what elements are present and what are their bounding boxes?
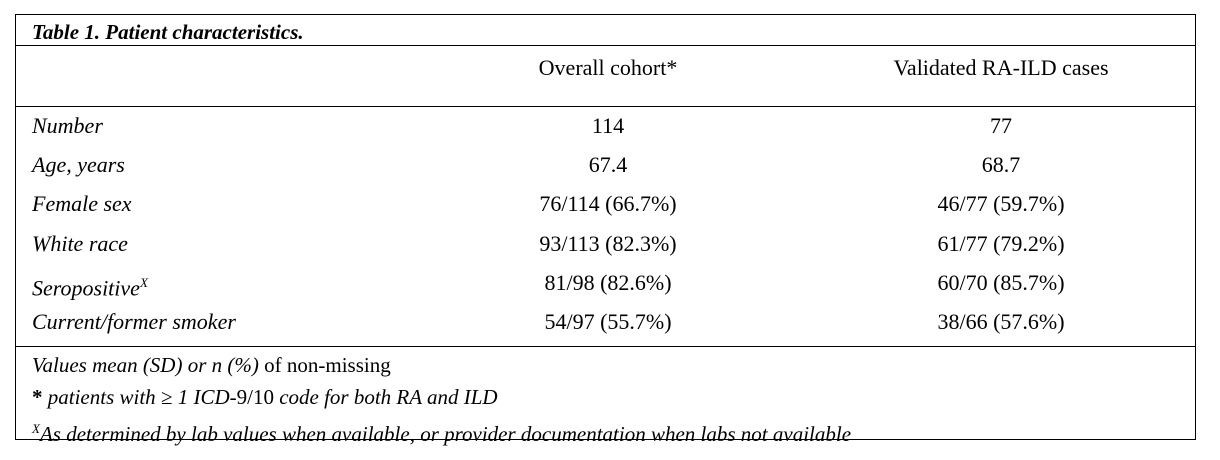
row-label: Current/former smoker [32, 309, 236, 335]
footnote-text: -9/10 [229, 385, 274, 409]
rule [16, 106, 1195, 107]
cell: 76/114 (66.7%) [539, 191, 677, 217]
row-label: SeropositiveX [32, 270, 148, 301]
footnote-text: of non-missing [258, 353, 391, 377]
cell: 67.4 [588, 152, 628, 178]
footnote-text: As determined by lab values when availab… [39, 422, 852, 446]
footnote-text: Values mean (SD) or n (%) [32, 353, 259, 377]
rule [16, 346, 1195, 347]
row-label: Female sex [32, 191, 132, 217]
row-label: Age, years [32, 152, 125, 178]
cell: 68.7 [981, 152, 1021, 178]
row-label-text: White race [32, 230, 128, 256]
row-label-text: Seropositive [32, 275, 140, 301]
row-label: White race [32, 231, 128, 257]
cell: 61/77 (79.2%) [937, 230, 1065, 256]
footnote: * patients with ≥ 1 ICD-9/10 code for bo… [32, 384, 498, 410]
row-label: Number [32, 113, 103, 139]
superscript: X [32, 421, 40, 436]
cell: 81/98 (82.6%) [544, 269, 672, 295]
table-title: Table 1. Patient characteristics. [32, 20, 304, 44]
footnote-text: * [32, 385, 43, 409]
table: Table 1. Patient characteristics. Overal… [15, 14, 1196, 446]
footnote: Values mean (SD) or n (%) of non-missing [32, 352, 391, 378]
row-label-text: Female sex [32, 191, 132, 217]
footnote: XAs determined by lab values when availa… [32, 416, 851, 447]
row-label-text: Age, years [32, 152, 125, 178]
footnote-text: patients with ≥ 1 ICD [42, 385, 230, 409]
column-header: Overall cohort* [538, 55, 678, 80]
rule [16, 45, 1195, 46]
cell: 38/66 (57.6%) [937, 309, 1065, 334]
row-label-text: Current/former smoker [32, 309, 236, 334]
column-header: Validated RA-ILD cases [893, 55, 1109, 80]
cell: 60/70 (85.7%) [937, 269, 1065, 295]
row-label-text: Number [32, 113, 103, 138]
superscript: X [139, 274, 148, 290]
cell: 93/113 (82.3%) [539, 230, 677, 256]
cell: 46/77 (59.7%) [937, 191, 1065, 217]
cell: 54/97 (55.7%) [544, 309, 672, 334]
cell: 114 [591, 113, 625, 138]
cell: 77 [990, 113, 1012, 138]
footnote-text: code for both RA and ILD [273, 385, 498, 409]
